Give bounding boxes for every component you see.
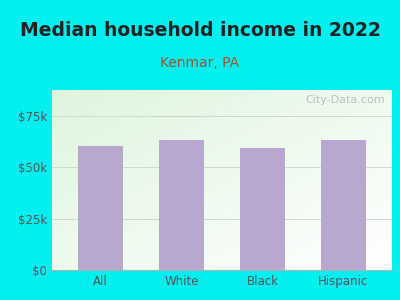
Text: City-Data.com: City-Data.com [306,95,385,105]
Bar [159,140,204,270]
Bar [78,146,123,270]
Text: Kenmar, PA: Kenmar, PA [160,56,240,70]
Bar [240,148,285,270]
Bar [321,140,366,270]
Text: Median household income in 2022: Median household income in 2022 [20,21,380,40]
